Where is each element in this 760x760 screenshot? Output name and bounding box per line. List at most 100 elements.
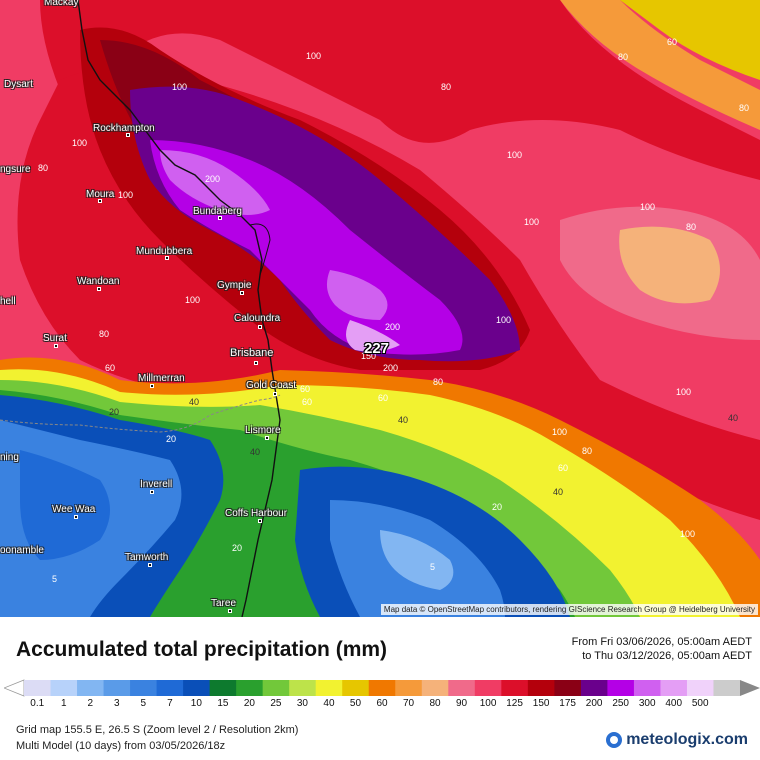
contour-label: 20 bbox=[166, 434, 177, 444]
marker-gympie bbox=[240, 291, 244, 295]
legend-cells bbox=[24, 680, 741, 696]
brand-logo[interactable]: meteologix.com bbox=[606, 731, 748, 749]
place-mackay: Mackay bbox=[44, 0, 79, 8]
place-surat: Surat bbox=[43, 333, 67, 344]
place-gympie: Gympie bbox=[217, 280, 252, 291]
legend-label: 40 bbox=[323, 698, 335, 709]
legend-swatch bbox=[209, 680, 237, 696]
place-moura: Moura bbox=[86, 189, 115, 200]
contour-label: 5 bbox=[430, 562, 436, 572]
contour-label: 5 bbox=[52, 574, 58, 584]
legend-swatch bbox=[236, 680, 264, 696]
contour-label: 40 bbox=[728, 413, 739, 423]
legend-swatch bbox=[607, 680, 635, 696]
legend-label: 300 bbox=[638, 698, 656, 709]
legend-swatch bbox=[395, 680, 423, 696]
legend-label: 25 bbox=[270, 698, 282, 709]
precipitation-map[interactable]: Mackay Dysart Rockhampton ngsure Moura B… bbox=[0, 0, 760, 617]
legend-label: 100 bbox=[479, 698, 497, 709]
contour-label: 100 bbox=[640, 202, 656, 212]
legend-swatch bbox=[262, 680, 290, 696]
marker-bundaberg bbox=[218, 216, 222, 220]
place-taree: Taree bbox=[211, 598, 237, 609]
map-attribution[interactable]: Map data © OpenStreetMap contributors, r… bbox=[380, 604, 758, 615]
marker-millmerran bbox=[150, 384, 154, 388]
place-bundaberg: Bundaberg bbox=[193, 206, 242, 217]
contour-label: 60 bbox=[378, 393, 389, 403]
marker-mundubbera bbox=[165, 256, 169, 260]
contour-label: 60 bbox=[302, 397, 313, 407]
marker-coffsharbour bbox=[258, 519, 262, 523]
place-weewaa: Wee Waa bbox=[52, 504, 96, 515]
contour-label: 40 bbox=[250, 447, 261, 457]
marker-inverell bbox=[150, 490, 154, 494]
place-inverell: Inverell bbox=[140, 479, 173, 490]
legend-swatch bbox=[501, 680, 529, 696]
legend-swatch bbox=[448, 680, 476, 696]
precipitation-field bbox=[0, 0, 760, 617]
contour-label: 80 bbox=[433, 377, 444, 387]
legend-swatch bbox=[342, 680, 370, 696]
place-coffsharbour: Coffs Harbour bbox=[225, 508, 288, 519]
color-legend bbox=[4, 679, 760, 697]
contour-label: 100 bbox=[507, 150, 523, 160]
chart-title: Accumulated total precipitation (mm) bbox=[16, 638, 388, 661]
marker-wandoan bbox=[97, 287, 101, 291]
brand-icon bbox=[606, 732, 623, 748]
contour-label: 60 bbox=[105, 363, 116, 373]
contour-label: 60 bbox=[667, 37, 678, 47]
contour-label: 200 bbox=[385, 322, 401, 332]
grid-info: Grid map 155.5 E, 26.5 S (Zoom level 2 /… bbox=[16, 724, 299, 736]
contour-label: 80 bbox=[686, 222, 697, 232]
brand-name: meteologix.com bbox=[626, 731, 748, 748]
legend-swatch bbox=[660, 680, 688, 696]
place-brisbane: Brisbane bbox=[230, 347, 274, 359]
legend-swatch bbox=[156, 680, 184, 696]
legend-swatch bbox=[527, 680, 555, 696]
legend-label: 15 bbox=[217, 698, 229, 709]
legend-swatch bbox=[580, 680, 608, 696]
legend-label: 250 bbox=[612, 698, 629, 709]
marker-caloundra bbox=[258, 325, 262, 329]
legend-swatch bbox=[24, 680, 52, 696]
contour-label: 80 bbox=[582, 446, 593, 456]
contour-label: 40 bbox=[398, 415, 409, 425]
place-roma: hell bbox=[0, 296, 16, 307]
contour-label: 100 bbox=[680, 529, 696, 539]
contour-label: 150 bbox=[361, 351, 377, 361]
max-value-label: 227 bbox=[364, 340, 390, 357]
legend-swatch bbox=[554, 680, 582, 696]
marker-taree bbox=[228, 609, 232, 613]
contour-label: 80 bbox=[739, 103, 750, 113]
contour-label: 100 bbox=[306, 51, 322, 61]
legend-swatch bbox=[50, 680, 78, 696]
legend-label: 200 bbox=[585, 698, 603, 709]
legend-label: 0.1 bbox=[30, 698, 45, 709]
legend-swatch bbox=[421, 680, 449, 696]
legend-label: 1 bbox=[60, 698, 67, 709]
place-millmerran: Millmerran bbox=[138, 373, 185, 384]
legend-swatch bbox=[474, 680, 502, 696]
contour-label: 80 bbox=[99, 329, 110, 339]
contour-label: 100 bbox=[676, 387, 692, 397]
legend-label: 50 bbox=[349, 698, 362, 709]
legend-label: 150 bbox=[532, 698, 550, 709]
legend-label: 30 bbox=[296, 698, 308, 709]
marker-goldcoast bbox=[273, 392, 277, 396]
place-narrabri: oonamble bbox=[0, 545, 44, 556]
legend-label: 500 bbox=[691, 698, 709, 709]
legend-label: 125 bbox=[506, 698, 523, 709]
contour-label: 100 bbox=[524, 217, 540, 227]
contour-label: 20 bbox=[492, 502, 503, 512]
marker-moura bbox=[98, 199, 102, 203]
place-lismore: Lismore bbox=[245, 425, 281, 436]
contour-label: 200 bbox=[383, 363, 399, 373]
marker-lismore bbox=[265, 436, 269, 440]
legend-swatch bbox=[103, 680, 131, 696]
place-rockhampton: Rockhampton bbox=[93, 123, 155, 134]
model-info: Multi Model (10 days) from 03/05/2026/18… bbox=[16, 740, 226, 752]
legend-label: 7 bbox=[167, 698, 173, 709]
legend-swatch bbox=[633, 680, 661, 696]
contour-label: 100 bbox=[72, 138, 88, 148]
legend-label: 70 bbox=[402, 698, 415, 709]
